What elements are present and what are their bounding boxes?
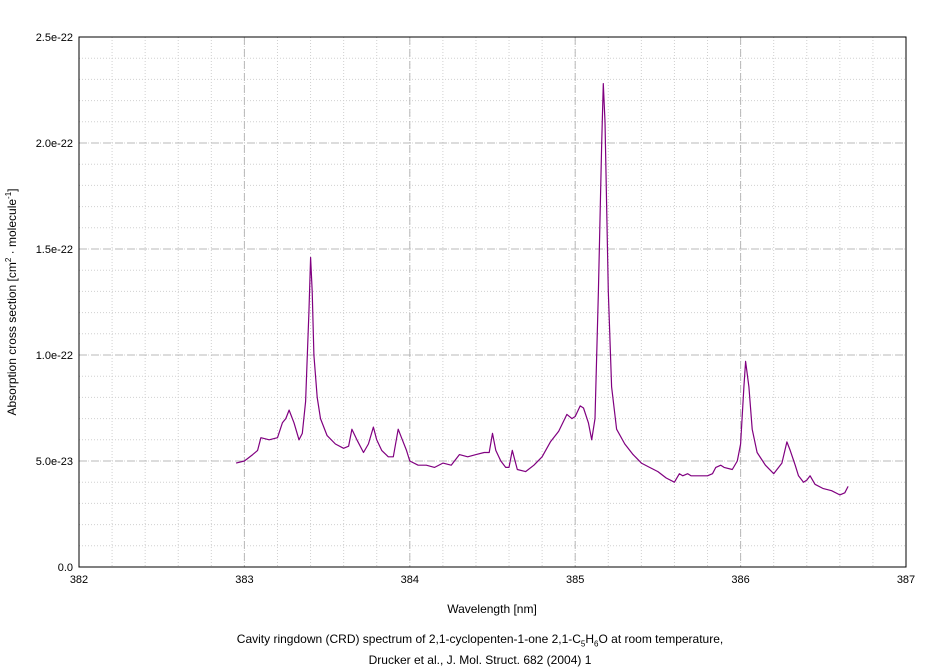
- spectrum-line: [235, 82, 849, 496]
- spectrum-chart: 382 383 384 385 386 387 0.0 5.0e-23 1.0e-22 1.5e-…: [4, 32, 916, 616]
- x-tick-label: 385: [566, 574, 584, 586]
- y-tick-label: 1.5e-22: [36, 244, 73, 256]
- figure-caption: Cavity ringdown (CRD) spectrum of 2,1-cy…: [0, 631, 944, 669]
- x-tick-label: 387: [897, 574, 915, 586]
- x-tick-label: 382: [70, 574, 88, 586]
- y-tick-label: 2.0e-22: [36, 138, 73, 150]
- x-axis-label: Wavelength [nm]: [447, 602, 537, 616]
- y-tick-label: 5.0e-23: [36, 456, 73, 468]
- caption-line-2: Drucker et al., J. Mol. Struct. 682 (200…: [368, 653, 592, 668]
- y-tick-label: 2.5e-22: [36, 32, 73, 44]
- axis-ticks: 382 383 384 385 386 387 0.0 5.0e-23 1.0e-22 1.5e-…: [36, 32, 915, 586]
- y-axis-label: Absorption cross section [cm2 · molecule…: [4, 188, 19, 415]
- x-tick-label: 384: [401, 574, 419, 586]
- plot-frame: [78, 36, 907, 568]
- caption-line-1: Cavity ringdown (CRD) spectrum of 2,1-cy…: [236, 632, 724, 649]
- y-tick-label: 0.0: [58, 562, 73, 574]
- series-layer: [235, 82, 849, 496]
- x-tick-label: 386: [731, 574, 749, 586]
- x-tick-label: 383: [235, 574, 253, 586]
- y-tick-label: 1.0e-22: [36, 350, 73, 362]
